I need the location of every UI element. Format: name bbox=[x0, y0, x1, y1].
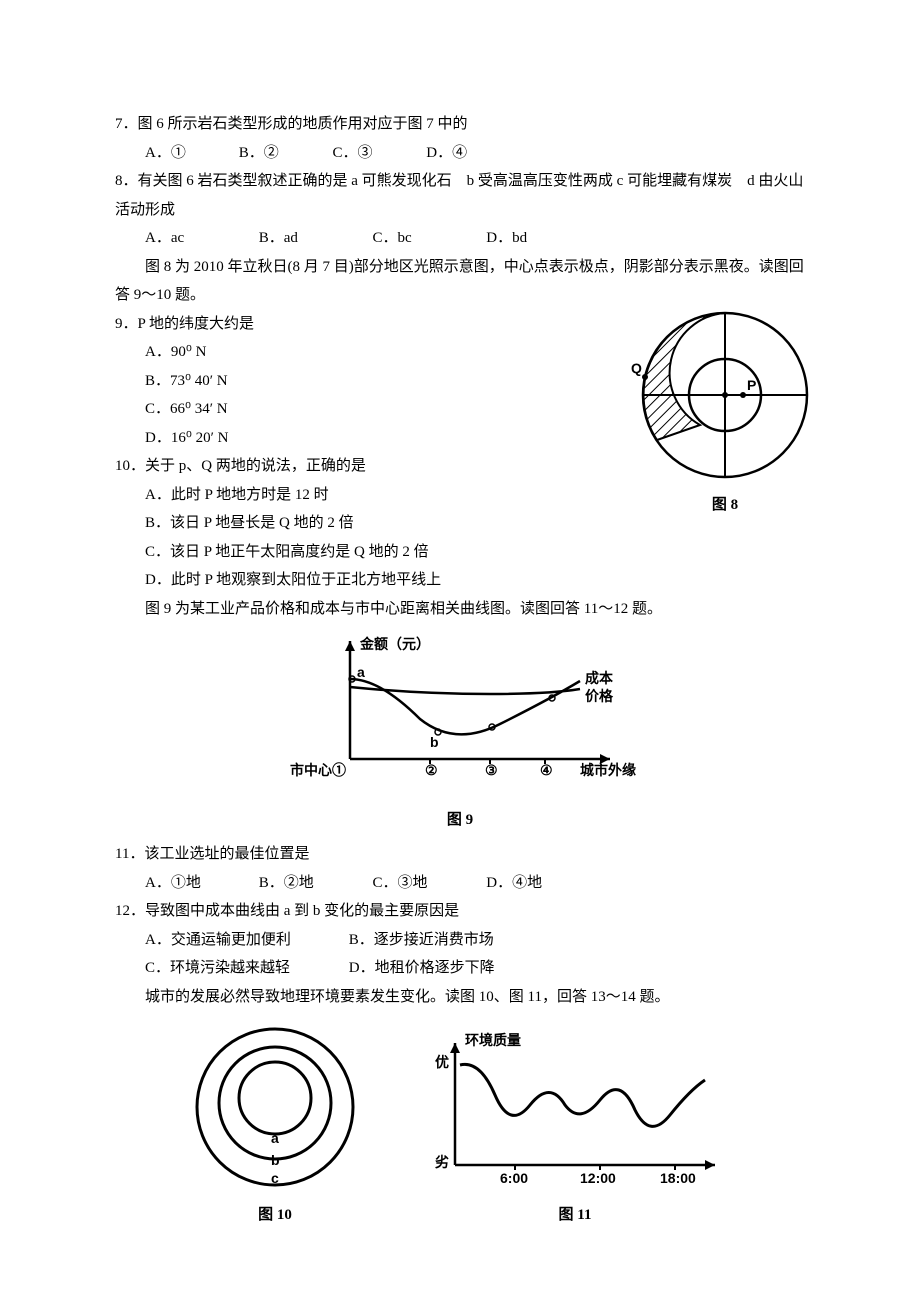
q8-opt-a: A．ac bbox=[145, 224, 255, 253]
fig9-curve1-label: 成本 bbox=[585, 670, 614, 686]
fig9-point-a: a bbox=[357, 664, 365, 680]
fig10-label-a: a bbox=[271, 1130, 279, 1146]
q10-opt-c: C．该日 P 地正午太阳高度约是 Q 地的 2 倍 bbox=[115, 538, 805, 567]
fig9-x-right: 城市外缘 bbox=[580, 762, 636, 778]
fig11-ybot: 劣 bbox=[435, 1154, 449, 1170]
q11-opt-c: C．③地 bbox=[373, 869, 483, 898]
fig11-x1: 6:00 bbox=[500, 1170, 528, 1186]
q12-options-row1: A．交通运输更加便利 B．逐步接近消费市场 bbox=[115, 926, 805, 955]
q11-text: 11．该工业选址的最佳位置是 bbox=[115, 840, 805, 869]
q12-opt-a: A．交通运输更加便利 bbox=[145, 926, 345, 955]
q12-opt-b: B．逐步接近消费市场 bbox=[349, 926, 509, 955]
fig8-label-p: P bbox=[747, 377, 756, 393]
q7-opt-d: D．④ bbox=[426, 139, 516, 168]
q12-text: 12．导致图中成本曲线由 a 到 b 变化的最主要原因是 bbox=[115, 897, 805, 926]
fig9-x-2: ② bbox=[425, 762, 438, 778]
q8-opt-b: B．ad bbox=[259, 224, 369, 253]
q11-opt-b: B．②地 bbox=[259, 869, 369, 898]
intro-fig8: 图 8 为 2010 年立秋日(8 月 7 目)部分地区光照示意图，中心点表示极… bbox=[115, 253, 805, 310]
fig11-x3: 18:00 bbox=[660, 1170, 696, 1186]
fig9-x-3: ③ bbox=[485, 762, 498, 778]
intro-fig9: 图 9 为某工业产品价格和成本与市中心距离相关曲线图。读图回答 11～12 题。 bbox=[115, 595, 805, 624]
fig11-caption: 图 11 bbox=[415, 1201, 735, 1230]
fig9-point-b: b bbox=[430, 734, 439, 750]
q11-options: A．①地 B．②地 C．③地 D．④地 bbox=[115, 869, 805, 898]
q12-opt-d: D．地租价格逐步下降 bbox=[349, 954, 509, 983]
fig10-label-c: c bbox=[271, 1170, 279, 1186]
q7-opt-b: B．② bbox=[239, 139, 329, 168]
q7-opt-c: C．③ bbox=[333, 139, 423, 168]
figure-10: a b c 图 10 bbox=[185, 1025, 365, 1230]
intro-fig10-11: 城市的发展必然导致地理环境要素发生变化。读图 10、图 11，回答 13～14 … bbox=[115, 983, 805, 1012]
figure-9: 金额（元） a b 成本 价格 市中心① ② ③ ④ 城市外缘 图 9 bbox=[115, 629, 805, 834]
fig9-x-4: ④ bbox=[540, 762, 553, 778]
fig9-ylabel: 金额（元） bbox=[359, 636, 430, 652]
fig9-x-left: 市中心① bbox=[290, 762, 346, 778]
fig11-ylabel: 环境质量 bbox=[465, 1032, 521, 1048]
fig11-x2: 12:00 bbox=[580, 1170, 616, 1186]
q8-options: A．ac B．ad C．bc D．bd bbox=[115, 224, 805, 253]
q7-options: A．① B．② C．③ D．④ bbox=[115, 139, 805, 168]
q7-opt-a: A．① bbox=[145, 139, 235, 168]
q11-opt-d: D．④地 bbox=[486, 869, 596, 898]
q11-opt-a: A．①地 bbox=[145, 869, 255, 898]
q10-opt-d: D．此时 P 地观察到太阳位于正北方地平线上 bbox=[115, 566, 805, 595]
fig10-caption: 图 10 bbox=[185, 1201, 365, 1230]
figure-11: 环境质量 优 劣 6:00 12:00 18:00 图 11 bbox=[415, 1025, 735, 1230]
q7-text: 7．图 6 所示岩石类型形成的地质作用对应于图 7 中的 bbox=[115, 110, 805, 139]
q8-text: 8．有关图 6 岩石类型叙述正确的是 a 可熊发现化石 b 受高温高压变性两成 … bbox=[115, 167, 805, 224]
fig10-label-b: b bbox=[271, 1152, 280, 1168]
fig11-ytop: 优 bbox=[435, 1054, 449, 1070]
q12-opt-c: C．环境污染越来越轻 bbox=[145, 954, 345, 983]
q8-opt-c: C．bc bbox=[373, 224, 483, 253]
figure-8: Q P 图 8 bbox=[615, 305, 835, 520]
q12-options-row2: C．环境污染越来越轻 D．地租价格逐步下降 bbox=[115, 954, 805, 983]
fig9-curve2-label: 价格 bbox=[585, 688, 614, 704]
fig8-caption: 图 8 bbox=[615, 491, 835, 520]
q8-opt-d: D．bd bbox=[486, 224, 596, 253]
fig8-label-q: Q bbox=[631, 360, 642, 376]
fig9-caption: 图 9 bbox=[115, 806, 805, 835]
